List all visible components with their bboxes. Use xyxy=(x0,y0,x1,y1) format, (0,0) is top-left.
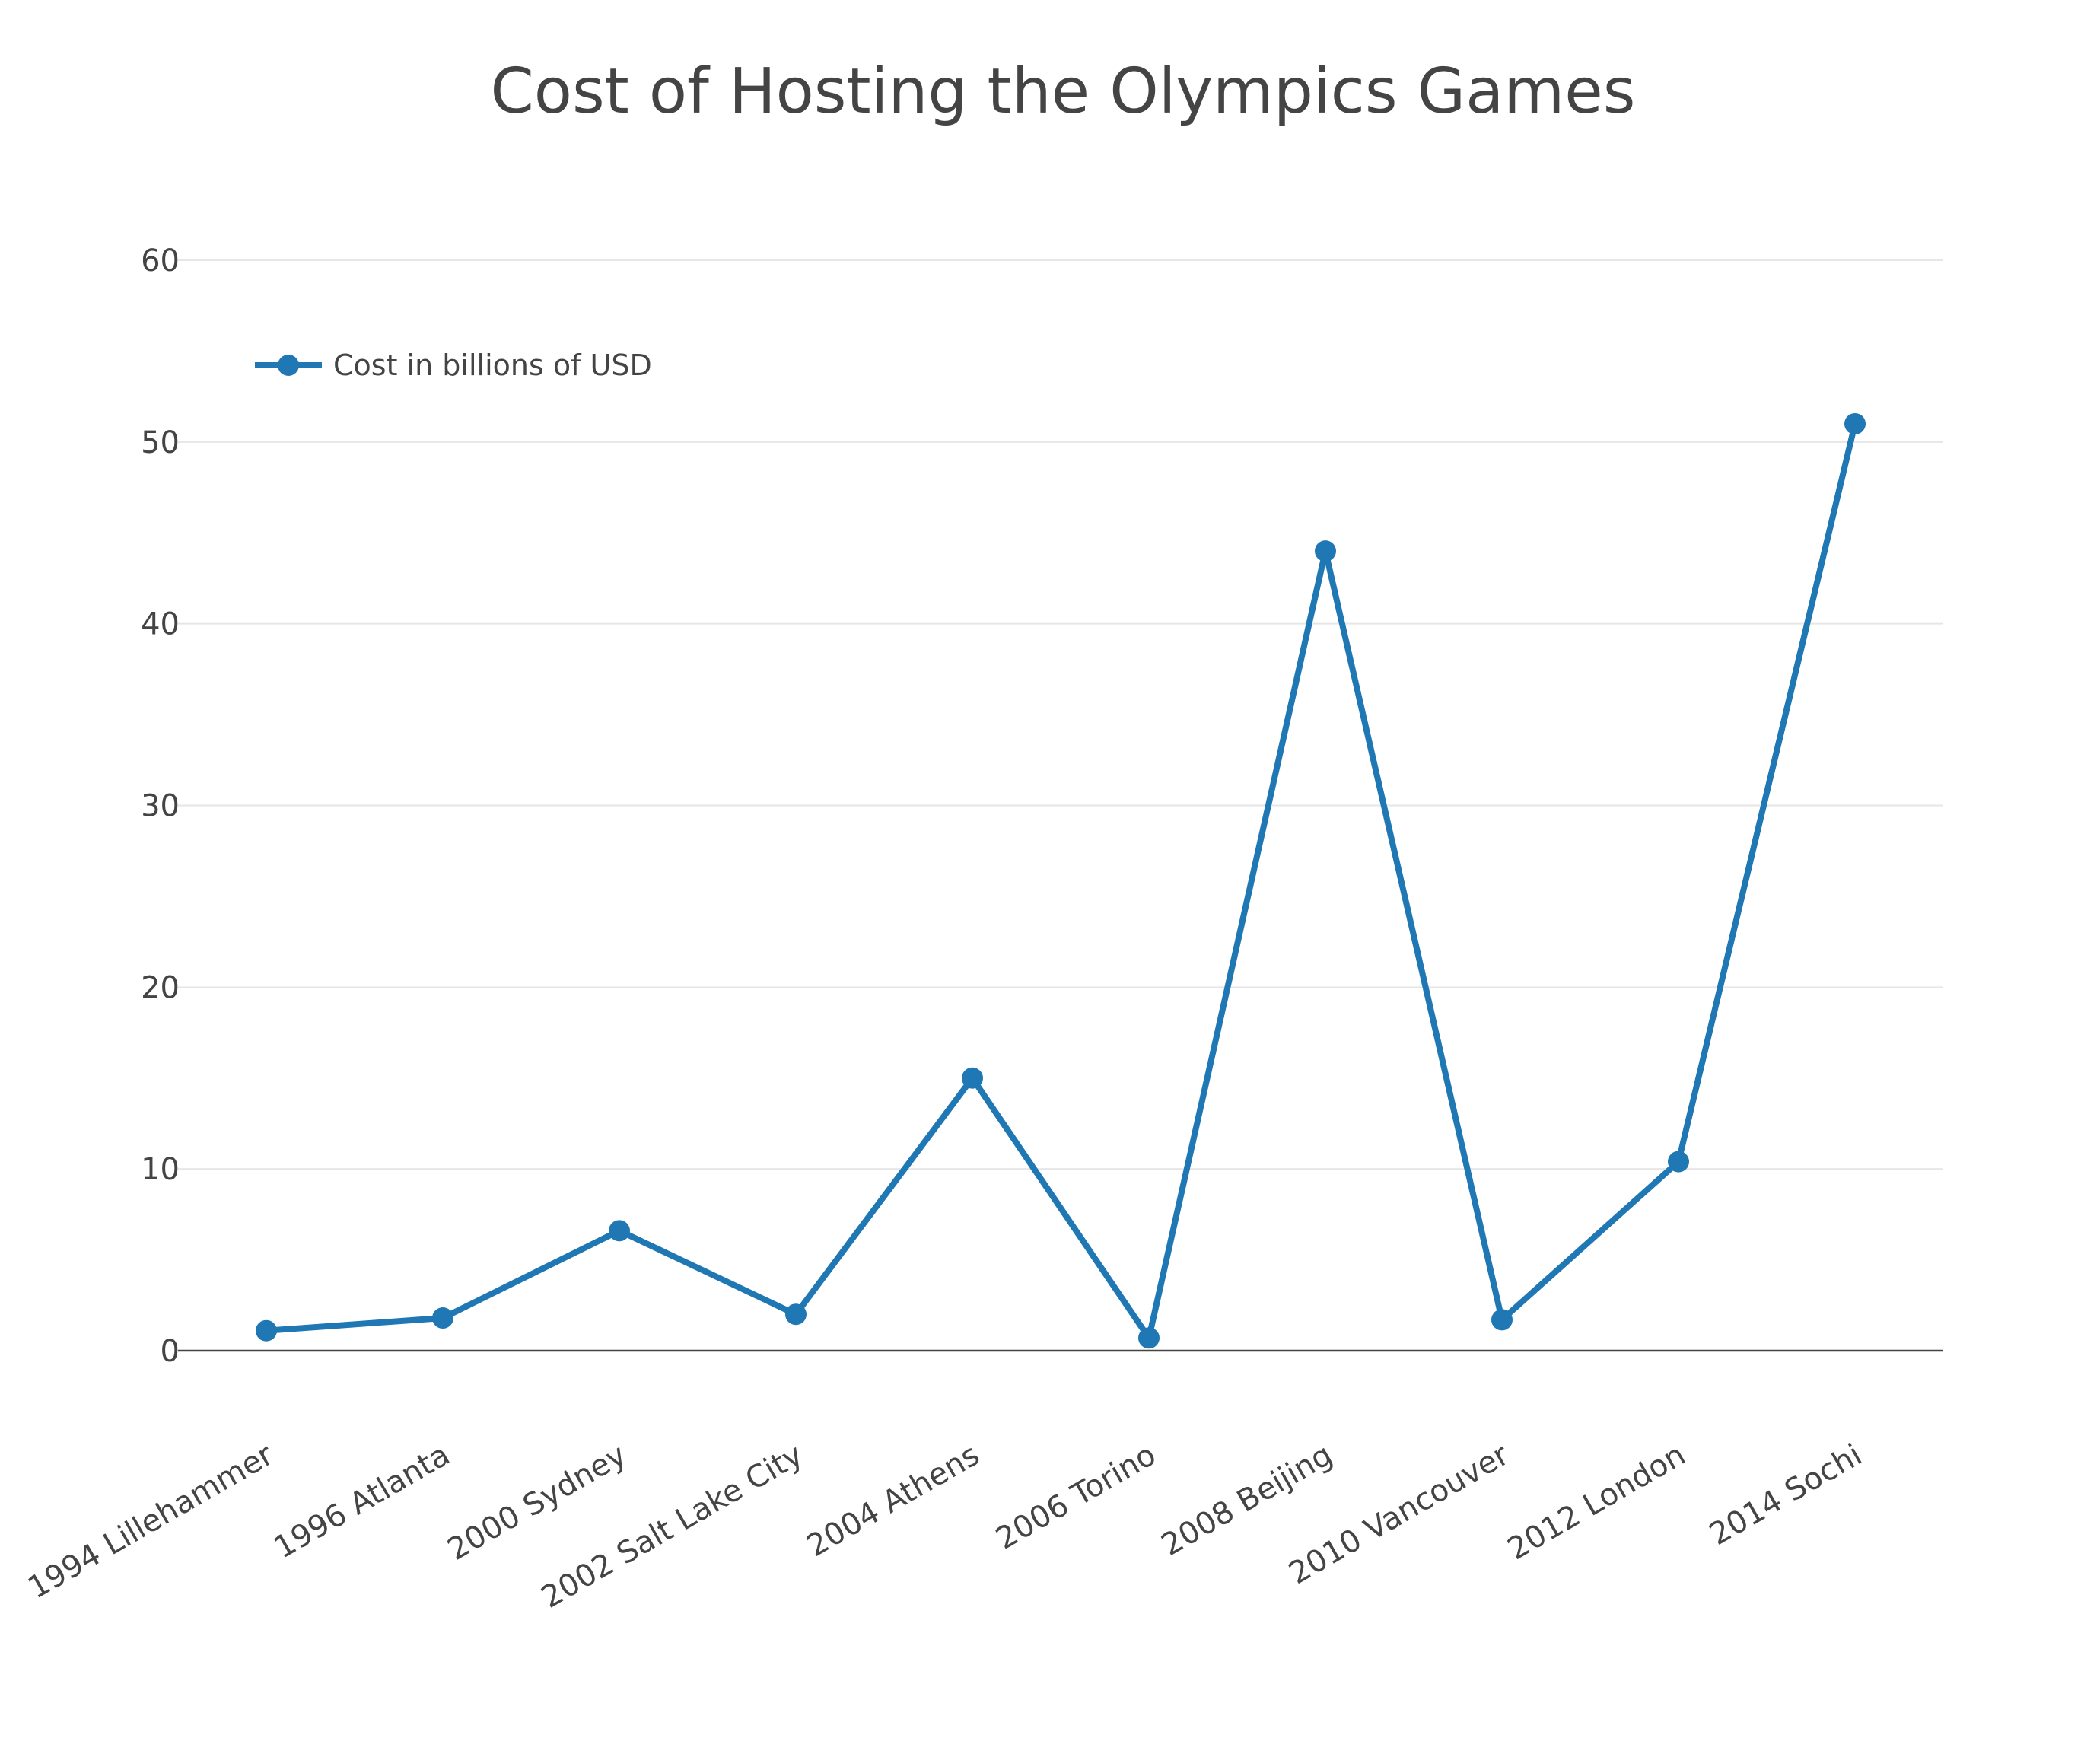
data-point[interactable] xyxy=(1315,540,1336,562)
y-tick-label: 50 xyxy=(141,425,180,460)
y-tick-label: 20 xyxy=(141,970,180,1005)
x-tick-label: 2012 London xyxy=(1502,1437,1691,1567)
x-tick-label: 1994 Lillehammer xyxy=(22,1437,279,1606)
data-point[interactable] xyxy=(432,1307,453,1329)
legend-label: Cost in billions of USD xyxy=(333,349,652,382)
y-tick-label: 10 xyxy=(141,1152,180,1187)
gridlines xyxy=(178,259,1943,1170)
legend-point-marker xyxy=(278,355,299,376)
data-point[interactable] xyxy=(256,1319,277,1342)
y-axis-tick-labels: 0 10 20 30 40 50 60 xyxy=(141,244,180,1369)
data-point[interactable] xyxy=(1844,412,1866,434)
series-layer xyxy=(256,412,1866,1349)
x-tick-label: 2006 Torino xyxy=(990,1437,1162,1557)
data-point[interactable] xyxy=(1138,1327,1160,1349)
x-tick-label: 1996 Atlanta xyxy=(269,1437,456,1566)
data-point[interactable] xyxy=(962,1067,983,1089)
data-point[interactable] xyxy=(1668,1151,1689,1173)
x-tick-label: 2014 Sochi xyxy=(1704,1437,1868,1552)
data-point[interactable] xyxy=(1491,1309,1513,1331)
y-tick-label: 30 xyxy=(141,789,180,824)
data-point[interactable] xyxy=(785,1304,807,1326)
chart-title: Cost of Hosting the Olympics Games xyxy=(491,56,1636,128)
y-tick-label: 0 xyxy=(161,1334,180,1369)
legend[interactable]: Cost in billions of USD xyxy=(255,349,652,382)
series-line xyxy=(266,423,1858,1346)
data-point[interactable] xyxy=(609,1220,630,1242)
y-tick-label: 40 xyxy=(141,607,180,642)
y-tick-label: 60 xyxy=(141,244,180,279)
x-tick-label: 2004 Athens xyxy=(801,1437,985,1564)
